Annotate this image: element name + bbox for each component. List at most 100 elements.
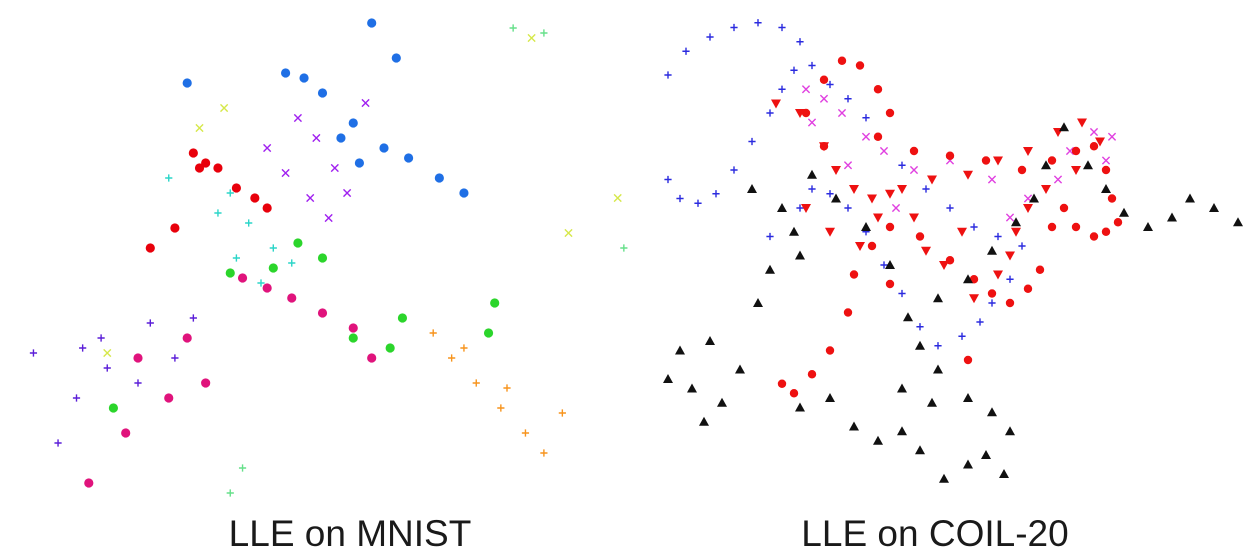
scatter-point-0-2-1 (262, 283, 272, 293)
scatter-point-1-4-3 (765, 264, 775, 274)
scatter-point-1-0-10 (748, 137, 756, 146)
scatter-point-1-4-21 (999, 469, 1009, 478)
scatter-point-1-3-24 (939, 261, 949, 270)
scatter-point-1-1-4 (879, 146, 889, 156)
scatter-point-0-7-3 (288, 259, 296, 267)
scatter-point-1-0-7 (790, 66, 798, 74)
scatter-point-1-4-4 (753, 298, 763, 307)
scatter-point-1-2-23 (1035, 265, 1045, 274)
scatter-point-1-4-9 (717, 397, 727, 407)
scatter-point-1-4-14 (849, 421, 859, 431)
scatter-point-1-2-26 (987, 289, 997, 298)
scatter-point-0-0-3 (317, 88, 328, 98)
scatter-point-0-0-2 (299, 73, 309, 83)
scatter-point-1-2-32 (849, 270, 859, 279)
scatter-point-1-4-11 (699, 416, 709, 426)
scatter-point-1-0-38 (796, 204, 804, 212)
scatter-point-1-2-19 (1089, 232, 1099, 241)
scatter-point-1-4-15 (873, 435, 883, 445)
scatter-point-1-1-15 (807, 118, 817, 127)
scatter-point-1-4-38 (1143, 222, 1153, 231)
scatter-point-1-3-4 (849, 185, 859, 194)
scatter-point-1-4-34 (1059, 122, 1069, 132)
scatter-point-0-2-9 (84, 478, 94, 488)
scatter-point-0-2-5 (367, 353, 377, 363)
scatter-point-1-2-8 (909, 146, 919, 156)
scatter-point-1-0-22 (946, 204, 954, 212)
scatter-point-0-5-8 (97, 334, 105, 342)
scatter-point-1-4-0 (747, 184, 757, 193)
scatter-point-1-3-29 (885, 189, 895, 199)
scatter-point-0-0-1 (391, 53, 401, 63)
scatter-point-1-3-9 (963, 170, 973, 180)
scatter-point-1-4-43 (885, 260, 895, 269)
scatter-point-1-0-32 (898, 289, 906, 298)
scatter-point-1-0-16 (808, 61, 816, 70)
scatter-point-0-4-8 (361, 98, 370, 108)
scatter-point-1-3-26 (801, 204, 811, 213)
scatter-point-1-4-42 (1233, 217, 1243, 227)
scatter-point-1-2-2 (837, 56, 847, 65)
scatter-point-1-4-26 (915, 340, 925, 350)
scatter-point-0-1-7 (170, 223, 180, 233)
scatter-point-0-4-4 (324, 213, 333, 223)
scatter-point-0-1-2 (213, 163, 223, 173)
mnist-scatter-plot (29, 18, 628, 497)
scatter-point-1-4-8 (687, 383, 697, 393)
scatter-point-0-6-8 (558, 409, 566, 417)
scatter-point-1-3-23 (921, 246, 931, 256)
scatter-point-0-9-1 (540, 29, 548, 37)
scatter-point-1-1-5 (843, 161, 853, 170)
scatter-point-0-2-3 (317, 308, 328, 318)
scatter-point-1-4-36 (1101, 184, 1111, 193)
scatter-point-1-2-4 (873, 85, 883, 94)
scatter-point-1-3-28 (855, 242, 865, 251)
scatter-point-1-4-46 (807, 169, 817, 179)
scatter-point-1-3-13 (1077, 118, 1087, 128)
scatter-point-0-2-11 (182, 333, 192, 343)
scatter-point-0-6-4 (521, 429, 530, 437)
scatter-point-1-3-8 (927, 175, 937, 185)
scatter-point-1-2-10 (981, 156, 991, 165)
scatter-point-0-9-0 (509, 24, 517, 32)
scatter-point-1-4-47 (795, 250, 805, 260)
scatter-point-0-3-6 (385, 343, 395, 353)
scatter-point-0-2-2 (287, 293, 297, 303)
scatter-point-1-0-20 (898, 161, 906, 169)
scatter-point-0-9-3 (238, 464, 247, 472)
scatter-point-1-2-36 (789, 389, 799, 398)
scatter-point-1-3-17 (1023, 204, 1033, 213)
scatter-point-1-4-2 (789, 226, 799, 236)
scatter-point-1-0-25 (1018, 242, 1026, 250)
scatter-point-1-2-24 (1023, 284, 1033, 293)
scatter-point-1-2-20 (1071, 222, 1081, 232)
scatter-point-1-2-38 (885, 279, 895, 289)
scatter-point-1-3-25 (957, 227, 967, 237)
scatter-point-1-3-7 (897, 185, 907, 194)
scatter-point-1-2-15 (1101, 165, 1111, 175)
scatter-point-0-5-3 (72, 394, 81, 402)
scatter-point-0-7-4 (257, 279, 265, 287)
scatter-point-1-0-33 (880, 261, 888, 269)
scatter-point-0-5-2 (103, 364, 111, 372)
scatter-point-1-4-45 (831, 193, 841, 203)
scatter-point-0-1-4 (250, 193, 260, 203)
scatter-point-1-2-11 (1017, 165, 1027, 175)
scatter-point-0-8-1 (220, 103, 229, 113)
scatter-point-0-8-5 (564, 228, 573, 238)
scatter-point-1-0-28 (976, 318, 984, 326)
scatter-point-1-4-19 (963, 459, 973, 469)
coil20-plot-caption: LLE on COIL-20 (801, 513, 1069, 554)
scatter-point-1-0-0 (664, 71, 672, 79)
scatter-point-1-4-20 (981, 450, 991, 459)
scatter-point-1-0-18 (844, 95, 852, 103)
scatter-point-0-7-6 (165, 174, 173, 182)
scatter-point-1-0-5 (778, 23, 786, 32)
scatter-point-0-3-2 (397, 313, 408, 323)
scatter-point-1-0-12 (712, 190, 720, 198)
scatter-point-1-3-22 (909, 213, 919, 223)
scatter-point-0-0-6 (404, 153, 414, 163)
scatter-point-0-0-5 (379, 143, 389, 153)
scatter-point-1-0-29 (958, 332, 966, 340)
scatter-point-0-3-8 (225, 268, 235, 278)
